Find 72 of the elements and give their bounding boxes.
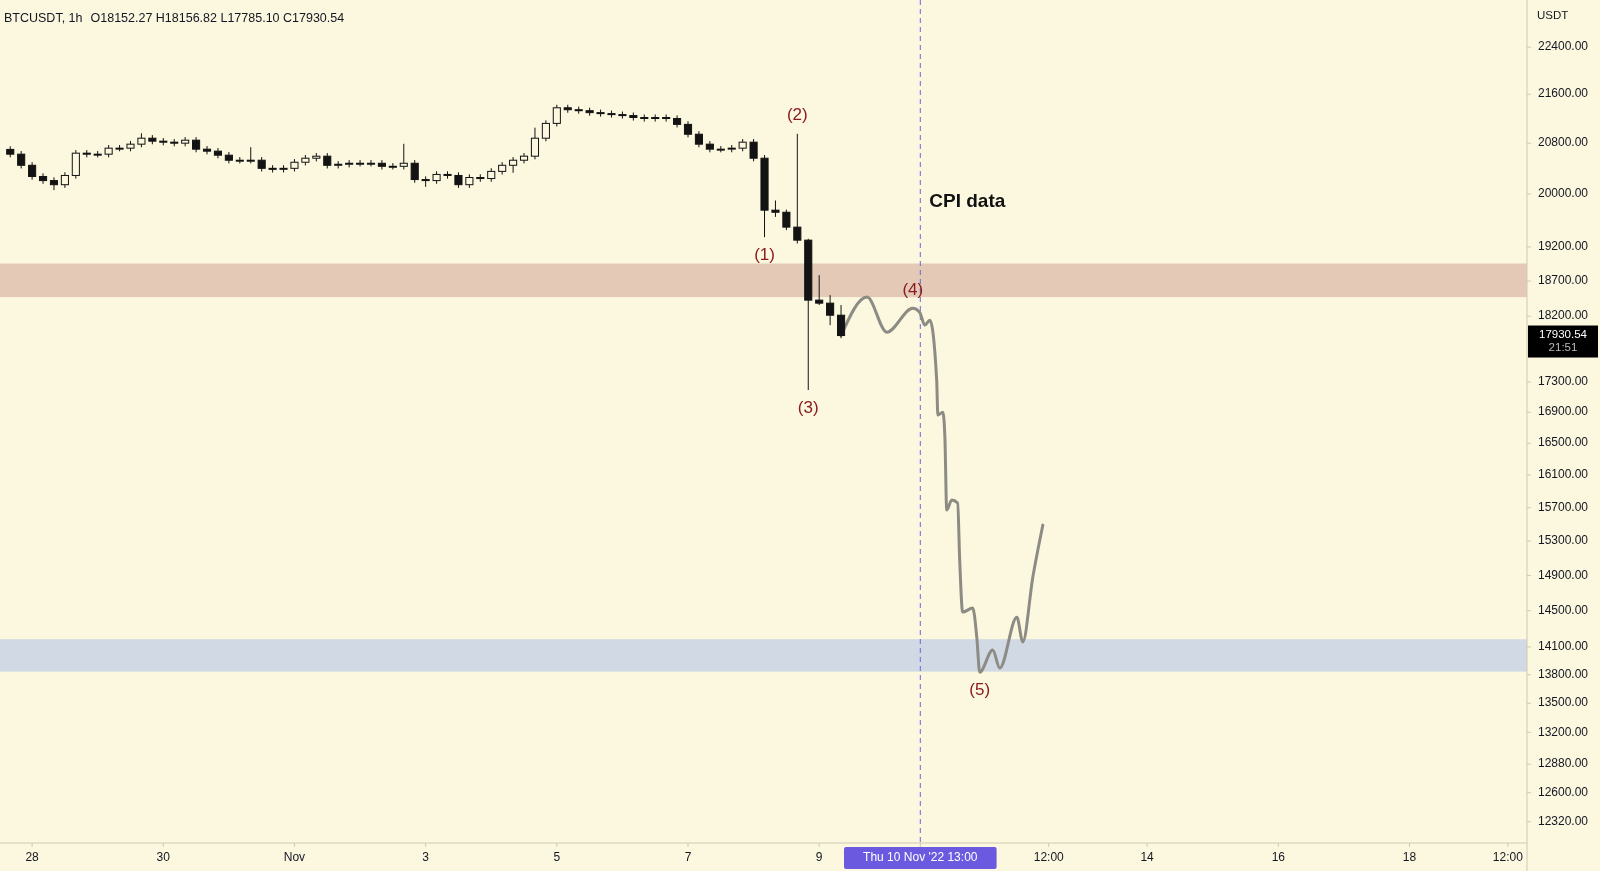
y-tick-label: 18200.00 (1537, 308, 1589, 323)
x-tick-label: 12:00 (1033, 850, 1065, 865)
candlestick (38, 172, 48, 185)
y-tick-label: 16500.00 (1537, 435, 1589, 450)
candlestick (224, 151, 233, 164)
y-tick-label: 15700.00 (1537, 499, 1589, 514)
text: 17930.54 (1539, 327, 1588, 340)
y-tick-label: 14500.00 (1537, 602, 1589, 617)
x-tick-label: 3 (422, 850, 430, 865)
y-tick-label: 18700.00 (1537, 273, 1589, 288)
x-tick-label: Thu 10 Nov '22 13:00 (863, 850, 978, 865)
y-tick-label: 12600.00 (1537, 784, 1589, 799)
y-tick-label: 13200.00 (1537, 724, 1589, 739)
y-tick-label: 17300.00 (1537, 374, 1589, 389)
annotation: (1) (754, 244, 775, 264)
x-tick-label: 16 (1271, 850, 1286, 865)
candlestick (552, 104, 561, 127)
candlestick (826, 294, 835, 326)
y-tick-label: 20000.00 (1537, 186, 1589, 201)
candlestick (509, 156, 518, 174)
y-tick-label: 16100.00 (1537, 467, 1589, 482)
x-tick-label: 12:00 (1492, 850, 1524, 865)
candlestick (541, 119, 550, 142)
x-tick-label: Nov (283, 850, 306, 865)
y-tick-label: 13800.00 (1537, 666, 1589, 681)
candlestick (213, 147, 222, 159)
candlestick (749, 138, 758, 162)
candlestick (782, 209, 791, 231)
x-tick-label: 9 (815, 850, 823, 865)
y-tick-label: 14100.00 (1537, 639, 1589, 654)
y-tick-label: 15300.00 (1537, 533, 1589, 548)
candlestick (815, 274, 824, 306)
candlestick (519, 152, 529, 164)
text: O18152.27 H18156.82 L17785.10 C17930.54 (90, 11, 345, 25)
x-tick-label: 18 (1402, 850, 1417, 865)
candlestick (410, 159, 419, 184)
y-tick-label: 12320.00 (1537, 813, 1589, 828)
annotation: (3) (797, 397, 819, 417)
text: 21:51 (1548, 340, 1578, 353)
y-tick-label: 13500.00 (1537, 695, 1589, 710)
candlestick (49, 176, 59, 191)
candlestick (377, 159, 386, 170)
y-axis-title: USDT (1537, 9, 1569, 21)
candlestick (662, 113, 671, 123)
y-tick-label: 16900.00 (1537, 404, 1589, 419)
candlestick (366, 159, 376, 167)
y-tick-label: 21600.00 (1537, 86, 1589, 101)
x-tick-label: 30 (156, 850, 171, 865)
candlestick (836, 304, 846, 339)
text: BTCUSDT, 1h (4, 11, 83, 25)
candlestick (71, 149, 80, 180)
y-tick-label: 22400.00 (1537, 39, 1589, 54)
candlestick (705, 140, 714, 153)
y-tick-label: 20800.00 (1537, 135, 1589, 150)
candlestick (388, 162, 397, 170)
x-tick-label: 14 (1140, 850, 1155, 865)
y-tick-label: 12880.00 (1537, 756, 1589, 771)
candlestick (399, 143, 408, 170)
annotation: (2) (786, 105, 808, 125)
annotation: (4) (902, 279, 924, 299)
x-tick-label: 28 (25, 850, 40, 865)
x-tick-label: 7 (684, 850, 692, 865)
candlestick (345, 159, 354, 168)
candlestick (793, 133, 802, 245)
annotation: (5) (969, 679, 991, 699)
candlestick (202, 145, 212, 155)
candlestick (530, 127, 540, 160)
ref-line-label: CPI data (929, 189, 1006, 211)
x-tick-label: 5 (553, 850, 561, 865)
y-tick-label: 19200.00 (1537, 239, 1589, 254)
y-tick-label: 14900.00 (1537, 567, 1589, 582)
candlestick (356, 159, 365, 167)
